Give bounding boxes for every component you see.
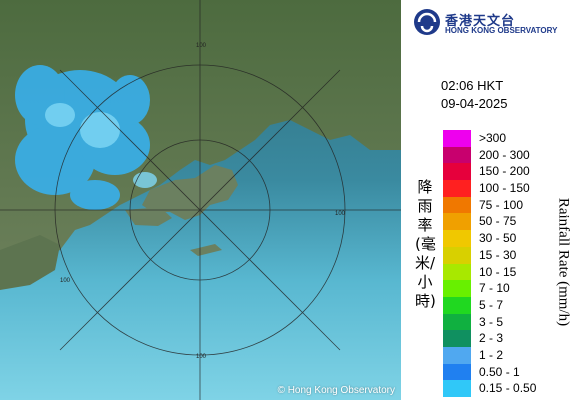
legend-label: 100 - 150 [479,181,530,196]
range-rings [0,0,401,400]
legend-swatch [443,213,471,231]
axis-label-chinese: 降雨率(毫米/小時) [415,178,436,310]
legend-label: 50 - 75 [479,214,517,229]
legend-label: 7 - 10 [479,281,510,296]
axis-label-english: Rainfall Rate (mm/h) [555,197,572,327]
legend-swatch [443,146,471,164]
legend-swatch [443,130,471,147]
range-label-south: 100 [196,354,207,360]
hko-logo[interactable]: 香港天文台 HONG KONG OBSERVATORY [413,6,571,42]
west-land [0,235,60,290]
legend-label: 15 - 30 [479,247,517,262]
hko-logo-icon [414,9,440,35]
logo-english-text: HONG KONG OBSERVATORY [445,26,558,35]
legend-label: 30 - 50 [479,231,517,246]
lantau-island [125,207,172,226]
range-label-west: 100 [60,278,71,284]
rain-echoes [15,65,150,210]
legend-label: 5 - 7 [479,297,504,312]
legend-swatch [443,330,471,347]
legend-label: 3 - 5 [479,314,504,329]
range-label-north: 100 [196,43,207,49]
legend-swatch [443,196,471,214]
legend-swatch [443,296,471,314]
rain-echoes-light [45,103,157,188]
logo-chinese-text: 香港天文台 [445,14,516,29]
legend-label: 2 - 3 [479,331,504,346]
legend-label: 10 - 15 [479,264,517,279]
legend-label: 0.50 - 1 [479,364,520,379]
legend-swatch [443,246,471,264]
legend-swatch [443,280,471,297]
legend-label: 150 - 200 [479,164,530,179]
hk-islands [142,165,238,220]
legend-swatch [443,346,471,364]
observation-date: 09-04-2025 [441,96,508,111]
axis-label-english-wrap: Rainfall Rate (mm/h) [553,178,573,346]
legend-swatch [443,263,471,281]
radar-map-canvas: 100 100 100 100 [0,0,401,400]
legend-swatch [443,380,471,397]
legend-swatch [443,313,471,331]
legend-label: >300 [479,131,507,145]
observation-time: 02:06 HKT [441,78,504,93]
copyright-notice: © Hong Kong Observatory [277,385,395,396]
legend-swatch [443,163,471,181]
range-label-east: 100 [335,211,346,217]
side-panel: 香港天文台 HONG KONG OBSERVATORY 02:06 HKT 09… [401,0,577,400]
legend-label: 75 - 100 [479,197,524,212]
legend-swatch [443,230,471,247]
legend-swatch [443,180,471,197]
legend-swatch [443,363,471,381]
legend-label: 200 - 300 [479,147,530,162]
small-island [190,244,222,256]
legend-label: 1 - 2 [479,347,504,362]
legend-label: 0.15 - 0.50 [479,381,537,396]
radar-map: 100 100 100 100 © Hong Kong Observatory [0,0,401,400]
